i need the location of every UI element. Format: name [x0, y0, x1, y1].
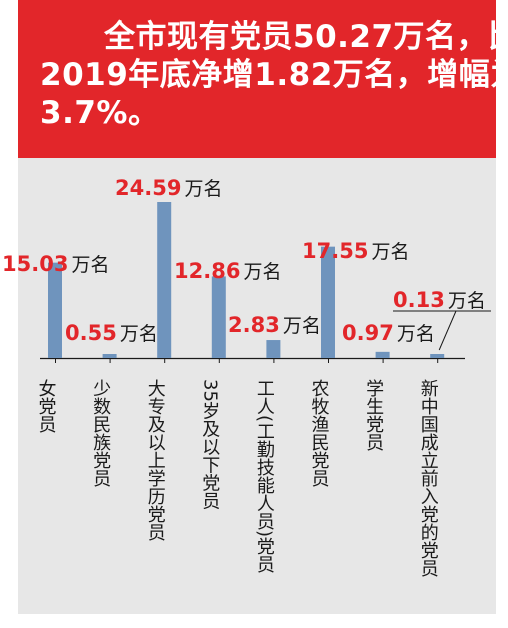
data-label-7: 0.97 万名 — [342, 321, 435, 345]
bar-7 — [375, 351, 390, 358]
data-label-5: 2.83 万名 — [228, 313, 321, 337]
data-label-value: 15.03 — [2, 252, 68, 276]
bar-8 — [430, 354, 445, 358]
bar-3 — [157, 202, 172, 358]
headline-line-1: 全市现有党员50.27万名，比 — [104, 19, 508, 55]
headline-line-2: 2019年底净增1.82万名，增幅为 — [40, 57, 508, 93]
category-label-5: 工人(工勤技能人员)党员 — [254, 379, 275, 573]
bar-4 — [211, 276, 226, 358]
headline-banner — [18, 0, 496, 158]
category-label-7: 学生党员 — [363, 379, 384, 451]
data-label-unit: 万名 — [371, 241, 409, 263]
data-label-unit: 万名 — [71, 254, 109, 276]
bar-5 — [266, 340, 281, 358]
category-label-4: 35岁及以下党员 — [199, 379, 220, 510]
category-label-3: 大专及以上学历党员 — [145, 379, 166, 541]
data-label-unit: 万名 — [397, 323, 435, 345]
data-label-value: 2.83 — [228, 313, 280, 337]
data-label-unit: 万名 — [283, 315, 321, 337]
data-label-8: 0.13 万名 — [393, 288, 486, 312]
headline-line-3: 3.7%。 — [40, 95, 160, 131]
data-label-3: 24.59 万名 — [115, 176, 222, 200]
data-label-unit: 万名 — [243, 261, 281, 283]
data-label-value: 0.55 — [65, 321, 117, 345]
data-label-unit: 万名 — [448, 290, 486, 312]
bar-6 — [321, 246, 335, 358]
label-leader-line — [438, 310, 457, 351]
data-label-unit: 万名 — [184, 178, 222, 200]
bar-2 — [102, 354, 117, 358]
data-label-value: 12.86 — [174, 259, 240, 283]
data-label-2: 0.55 万名 — [65, 321, 158, 345]
data-label-value: 0.13 — [393, 288, 445, 312]
headline-text: 全市现有党员50.27万名，比 2019年底净增1.82万名，增幅为 3.7%。 — [40, 18, 508, 132]
data-label-unit: 万名 — [120, 323, 158, 345]
category-label-6: 农牧渔民党员 — [309, 379, 330, 487]
data-label-6: 17.55 万名 — [302, 239, 409, 263]
data-label-4: 12.86 万名 — [174, 259, 281, 283]
data-label-value: 0.97 — [342, 321, 394, 345]
category-label-8: 新中国成立前入党的党员 — [418, 379, 439, 577]
category-label-1: 女党员 — [36, 379, 57, 433]
data-label-value: 17.55 — [302, 239, 368, 263]
data-label-1: 15.03 万名 — [2, 252, 109, 276]
data-label-value: 24.59 — [115, 176, 181, 200]
category-label-2: 少数民族党员 — [90, 379, 111, 487]
bar-1 — [48, 262, 62, 358]
